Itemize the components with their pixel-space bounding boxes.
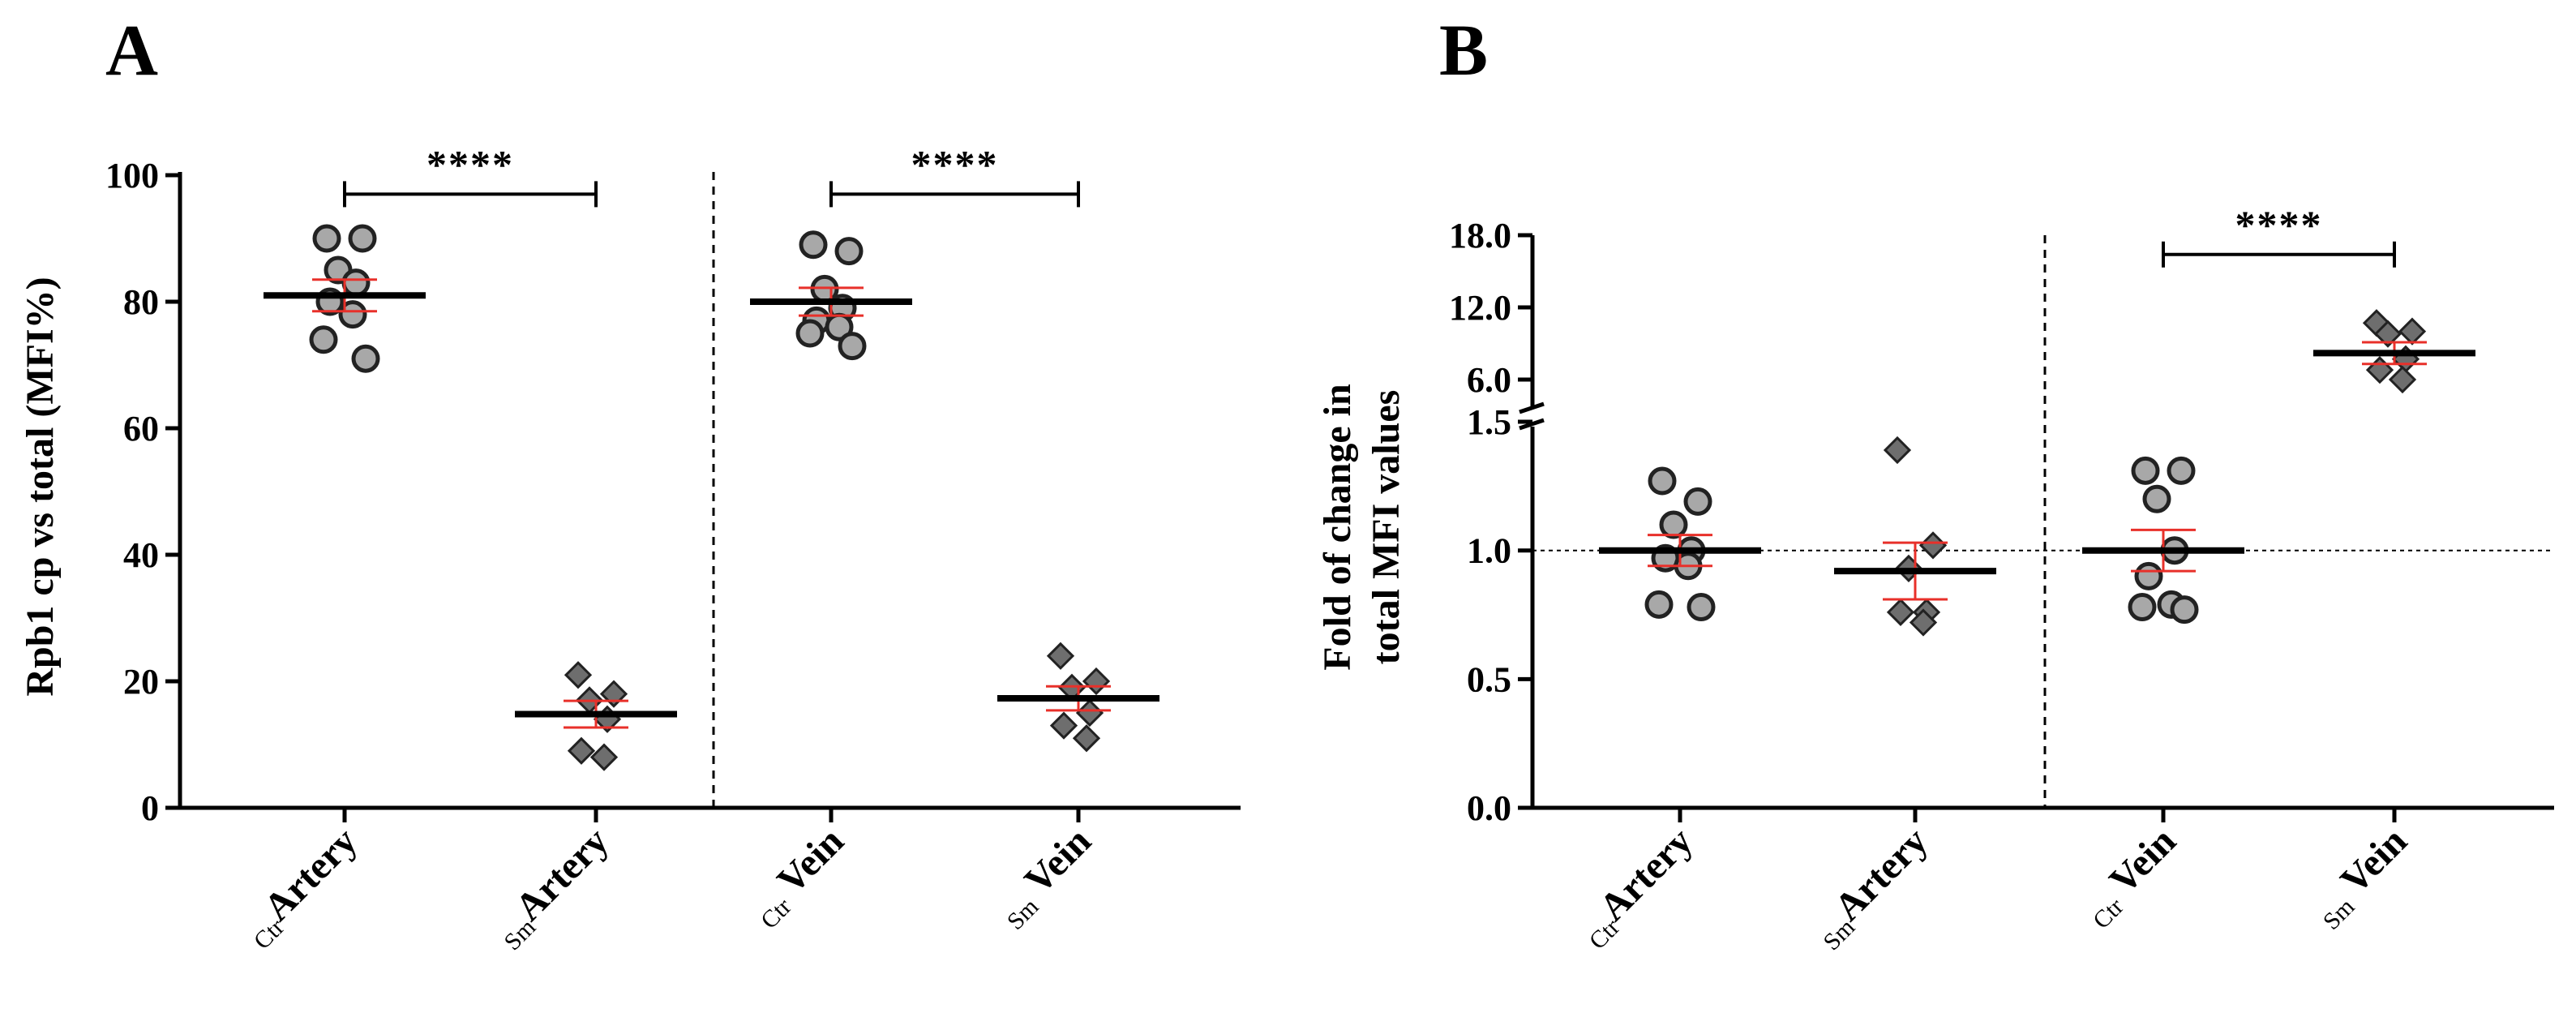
y-axis-label-b-line1: Fold of change in — [1316, 384, 1359, 670]
data-point-circle — [2170, 595, 2199, 625]
panel-label-b: B — [1439, 11, 1488, 91]
a-tick-label: 100 — [105, 156, 159, 195]
a-tick-label: 20 — [123, 662, 159, 702]
axis-break-mark-1 — [1519, 401, 1545, 414]
a-tick-label: 40 — [123, 535, 159, 575]
significance-brackets-b: **** — [2162, 202, 2396, 268]
data-point-circle — [2134, 561, 2163, 590]
axis-break-mark-2 — [1519, 418, 1545, 431]
data-point-diamond — [1046, 642, 1075, 670]
data-point-diamond — [2365, 356, 2394, 384]
a-group-3 — [997, 642, 1159, 753]
data-point-circle — [1644, 590, 1674, 619]
data-point-diamond — [599, 680, 628, 708]
data-point-circle — [799, 230, 828, 260]
data-groups-a — [264, 224, 1159, 771]
x-labels-b: CtrArtery SmArtery Ctr Vein Sm Vein — [1569, 808, 2419, 955]
b-lower-tick-label: 1.0 — [1467, 531, 1511, 571]
b-sig-label: **** — [2235, 202, 2323, 247]
a-x-label: Sm Vein — [987, 819, 1103, 935]
data-point-circle — [1683, 487, 1712, 516]
data-point-diamond — [1075, 698, 1104, 728]
data-point-circle — [795, 319, 825, 348]
data-point-diamond — [1886, 598, 1915, 626]
b-x-label: Sm Vein — [2303, 819, 2419, 935]
data-point-circle — [338, 300, 367, 329]
b-lower-tick-label: 0.0 — [1467, 788, 1511, 828]
y-axis-label-b-line2: total MFI values — [1365, 390, 1408, 665]
y-axis-label-a: Rpb1 cp vs total (MFI%) — [19, 277, 62, 696]
data-point-circle — [351, 344, 380, 373]
b-x-label: Ctr Vein — [2073, 819, 2188, 934]
data-point-circle — [2167, 456, 2196, 485]
panel-b: B Fold of change in total MFI values 0.0… — [1316, 11, 2554, 955]
data-point-circle — [1659, 510, 1688, 539]
b-x-label-main: Artery — [1591, 819, 1700, 929]
data-point-circle — [2131, 456, 2160, 485]
a-sig-label: **** — [426, 141, 514, 187]
a-x-label: SmArtery — [484, 819, 620, 955]
panel-label-a: A — [105, 11, 158, 91]
data-point-circle — [834, 237, 864, 266]
data-point-diamond — [1049, 711, 1078, 740]
data-point-circle — [341, 268, 371, 298]
data-point-circle — [1648, 466, 1677, 496]
data-point-circle — [2128, 593, 2157, 622]
y-ticks-b: 0.0 0.5 1.0 1.56.0 12.0 18.0 — [1449, 216, 1532, 828]
data-groups-b — [1599, 309, 2475, 637]
b-x-label: SmArtery — [1803, 819, 1940, 955]
data-point-circle — [838, 332, 867, 361]
data-point-diamond — [589, 743, 619, 771]
b-x-label: CtrArtery — [1569, 819, 1704, 955]
data-point-diamond — [2373, 320, 2402, 348]
a-tick-label: 60 — [123, 409, 159, 449]
a-group-1 — [515, 661, 677, 771]
data-point-diamond — [1909, 608, 1938, 637]
a-tick-label: 0 — [141, 788, 159, 828]
data-point-diamond — [1082, 667, 1111, 696]
data-point-circle — [312, 224, 341, 253]
x-labels-a: CtrArtery SmArtery Ctr Vein Sm Vein — [234, 808, 1103, 955]
b-group-3 — [2313, 309, 2475, 394]
a-tick-label: 80 — [123, 282, 159, 322]
data-point-diamond — [564, 661, 593, 689]
a-group-2 — [750, 230, 912, 361]
data-point-diamond — [2398, 317, 2427, 346]
data-point-diamond — [567, 736, 596, 765]
panel-a: A Rpb1 cp vs total (MFI%) 0 20 40 60 80 100 C… — [19, 11, 1241, 955]
significance-brackets-a: **** **** — [343, 141, 1080, 208]
b-upper-tick-label: 12.0 — [1449, 288, 1511, 328]
data-point-circle — [348, 224, 377, 253]
data-point-diamond — [1918, 531, 1948, 560]
b-group-2 — [2082, 456, 2244, 625]
a-x-label: Ctr Vein — [741, 819, 855, 934]
b-x-label-main: Artery — [1826, 819, 1935, 929]
a-x-label-main: Artery — [255, 819, 365, 929]
data-point-circle — [1687, 593, 1716, 622]
data-point-diamond — [1883, 436, 1912, 465]
data-point-diamond — [2388, 365, 2417, 394]
y-ticks-a: 0 20 40 60 80 100 — [105, 156, 180, 828]
data-point-diamond — [1072, 724, 1101, 753]
a-x-label-main: Artery — [507, 819, 616, 929]
b-upper-tick-label: 18.0 — [1449, 216, 1511, 255]
a-group-0 — [264, 224, 426, 373]
b-lower-tick-label: 1.5 — [1467, 402, 1511, 442]
data-point-circle — [309, 325, 338, 354]
b-group-1 — [1834, 436, 1996, 637]
b-lower-tick-label: 0.5 — [1467, 659, 1511, 699]
a-sig-label: **** — [911, 141, 999, 187]
b-upper-tick-label: 6.0 — [1467, 360, 1511, 400]
b-group-0 — [1599, 466, 1761, 622]
data-point-circle — [2142, 484, 2171, 513]
a-x-label: CtrArtery — [234, 819, 369, 955]
